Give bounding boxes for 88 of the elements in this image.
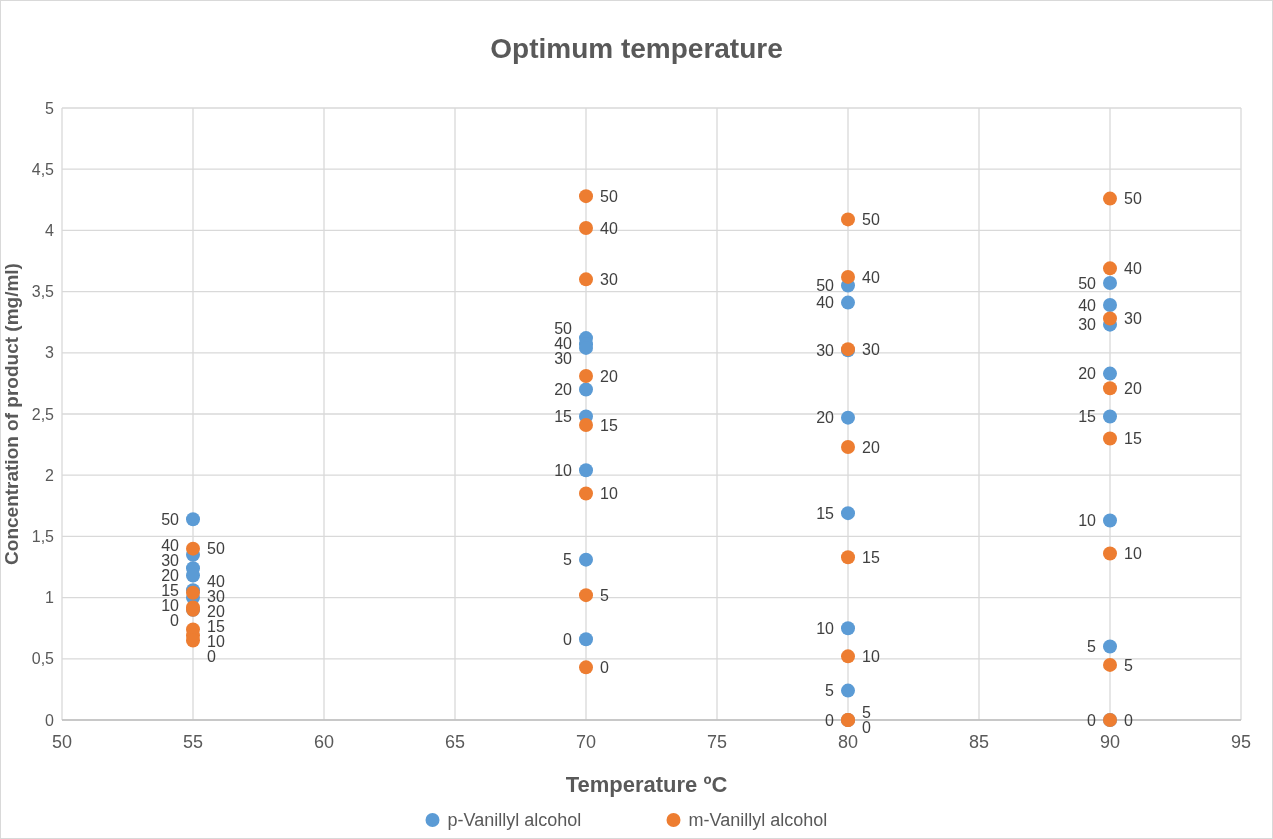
annotation: 30 [1124, 310, 1142, 328]
annotation: 15 [1124, 430, 1142, 448]
annotation: 15 [816, 504, 835, 522]
x-tick-label: 85 [968, 732, 990, 752]
annotation: 5 [862, 704, 871, 722]
annotation: 20 [1078, 365, 1097, 383]
annotation: 15 [1078, 408, 1097, 426]
annotation: 10 [816, 619, 835, 637]
x-tick-label: 55 [182, 732, 204, 752]
annotation: 5 [563, 551, 573, 569]
y-tick-label: 4,5 [31, 160, 55, 178]
annotation: 30 [816, 341, 835, 359]
annotation: 0 [825, 711, 835, 729]
x-tick-label: 60 [313, 732, 335, 752]
annotation: 20 [862, 438, 880, 456]
annotation: 40 [862, 268, 880, 286]
x-tick-label: 50 [51, 732, 73, 752]
annotation: 30 [554, 350, 573, 368]
annotation: 40 [161, 536, 180, 554]
annotation: 30 [862, 340, 880, 358]
annotation: 20 [600, 367, 618, 385]
annotation: 20 [816, 409, 835, 427]
y-tick-label: 3,5 [31, 283, 55, 301]
annotation: 50 [161, 510, 180, 528]
annotation: 50 [816, 277, 835, 295]
annotation: 5 [1087, 638, 1097, 656]
annotation: 0 [207, 648, 216, 666]
annotation: 30 [207, 588, 225, 606]
annotation: 0 [600, 658, 609, 676]
annotation: 15 [862, 548, 880, 566]
annotation: 40 [600, 219, 618, 237]
annotation: 5 [600, 586, 609, 604]
annotation: 10 [207, 633, 225, 651]
annotation: 50 [207, 540, 225, 558]
annotation: 50 [600, 187, 618, 205]
x-tick-label: 95 [1230, 732, 1252, 752]
annotation: 15 [600, 416, 618, 434]
annotation: 50 [862, 210, 880, 228]
annotation: 40 [207, 573, 225, 591]
x-axis-title: Temperature ºC [565, 772, 728, 797]
annotation: 20 [207, 603, 225, 621]
annotation: 10 [1078, 512, 1097, 530]
annotation: 40 [1124, 259, 1142, 277]
annotation: 40 [1078, 296, 1097, 314]
annotation: 0 [1124, 711, 1133, 729]
annotation: 10 [1124, 545, 1142, 563]
legend-label: p-Vanillyl alcohol [447, 810, 582, 831]
annotation: 5 [825, 682, 835, 700]
annotation: 0 [1087, 711, 1097, 729]
y-tick-label: 1,5 [31, 528, 55, 545]
annotation: 40 [554, 335, 573, 353]
annotation: 30 [161, 551, 180, 569]
x-tick-label: 70 [575, 732, 597, 752]
y-tick-label: 1 [45, 589, 55, 607]
annotation: 50 [1124, 190, 1142, 208]
chart-title: Optimum temperature [490, 33, 783, 64]
annotation: 50 [554, 320, 573, 338]
y-tick-label: 2,5 [31, 405, 55, 423]
x-tick-label: 90 [1099, 732, 1121, 752]
y-tick-label: 0,5 [31, 650, 55, 668]
annotation: 10 [554, 461, 573, 479]
annotation: 30 [600, 270, 618, 288]
x-tick-label: 75 [706, 732, 728, 752]
annotation: 10 [161, 596, 180, 614]
annotation: 20 [1124, 379, 1142, 397]
annotation: 40 [816, 294, 835, 312]
y-tick-label: 3 [45, 344, 55, 362]
x-tick-label: 65 [444, 732, 466, 752]
annotation: 15 [207, 618, 225, 636]
annotation: 0 [862, 719, 871, 737]
y-tick-label: 0 [45, 711, 55, 729]
annotation: 5 [1124, 656, 1133, 674]
annotation: 10 [600, 485, 618, 503]
annotation: 15 [554, 408, 573, 426]
annotation: 20 [161, 566, 180, 584]
x-tick-label: 80 [837, 732, 859, 752]
annotation: 0 [170, 611, 180, 629]
annotation: 50 [1078, 274, 1097, 292]
annotation: 10 [862, 647, 880, 665]
y-tick-label: 2 [45, 466, 55, 484]
annotation: 30 [1078, 316, 1097, 334]
y-axis-title: Concentration of product (mg/ml) [1, 263, 22, 565]
legend-label: m-Vanillyl alcohol [688, 810, 828, 831]
annotation: 15 [161, 581, 180, 599]
y-tick-label: 4 [45, 222, 55, 239]
annotation: 0 [563, 630, 573, 648]
y-tick-label: 5 [45, 99, 55, 117]
annotation: 20 [554, 381, 573, 399]
